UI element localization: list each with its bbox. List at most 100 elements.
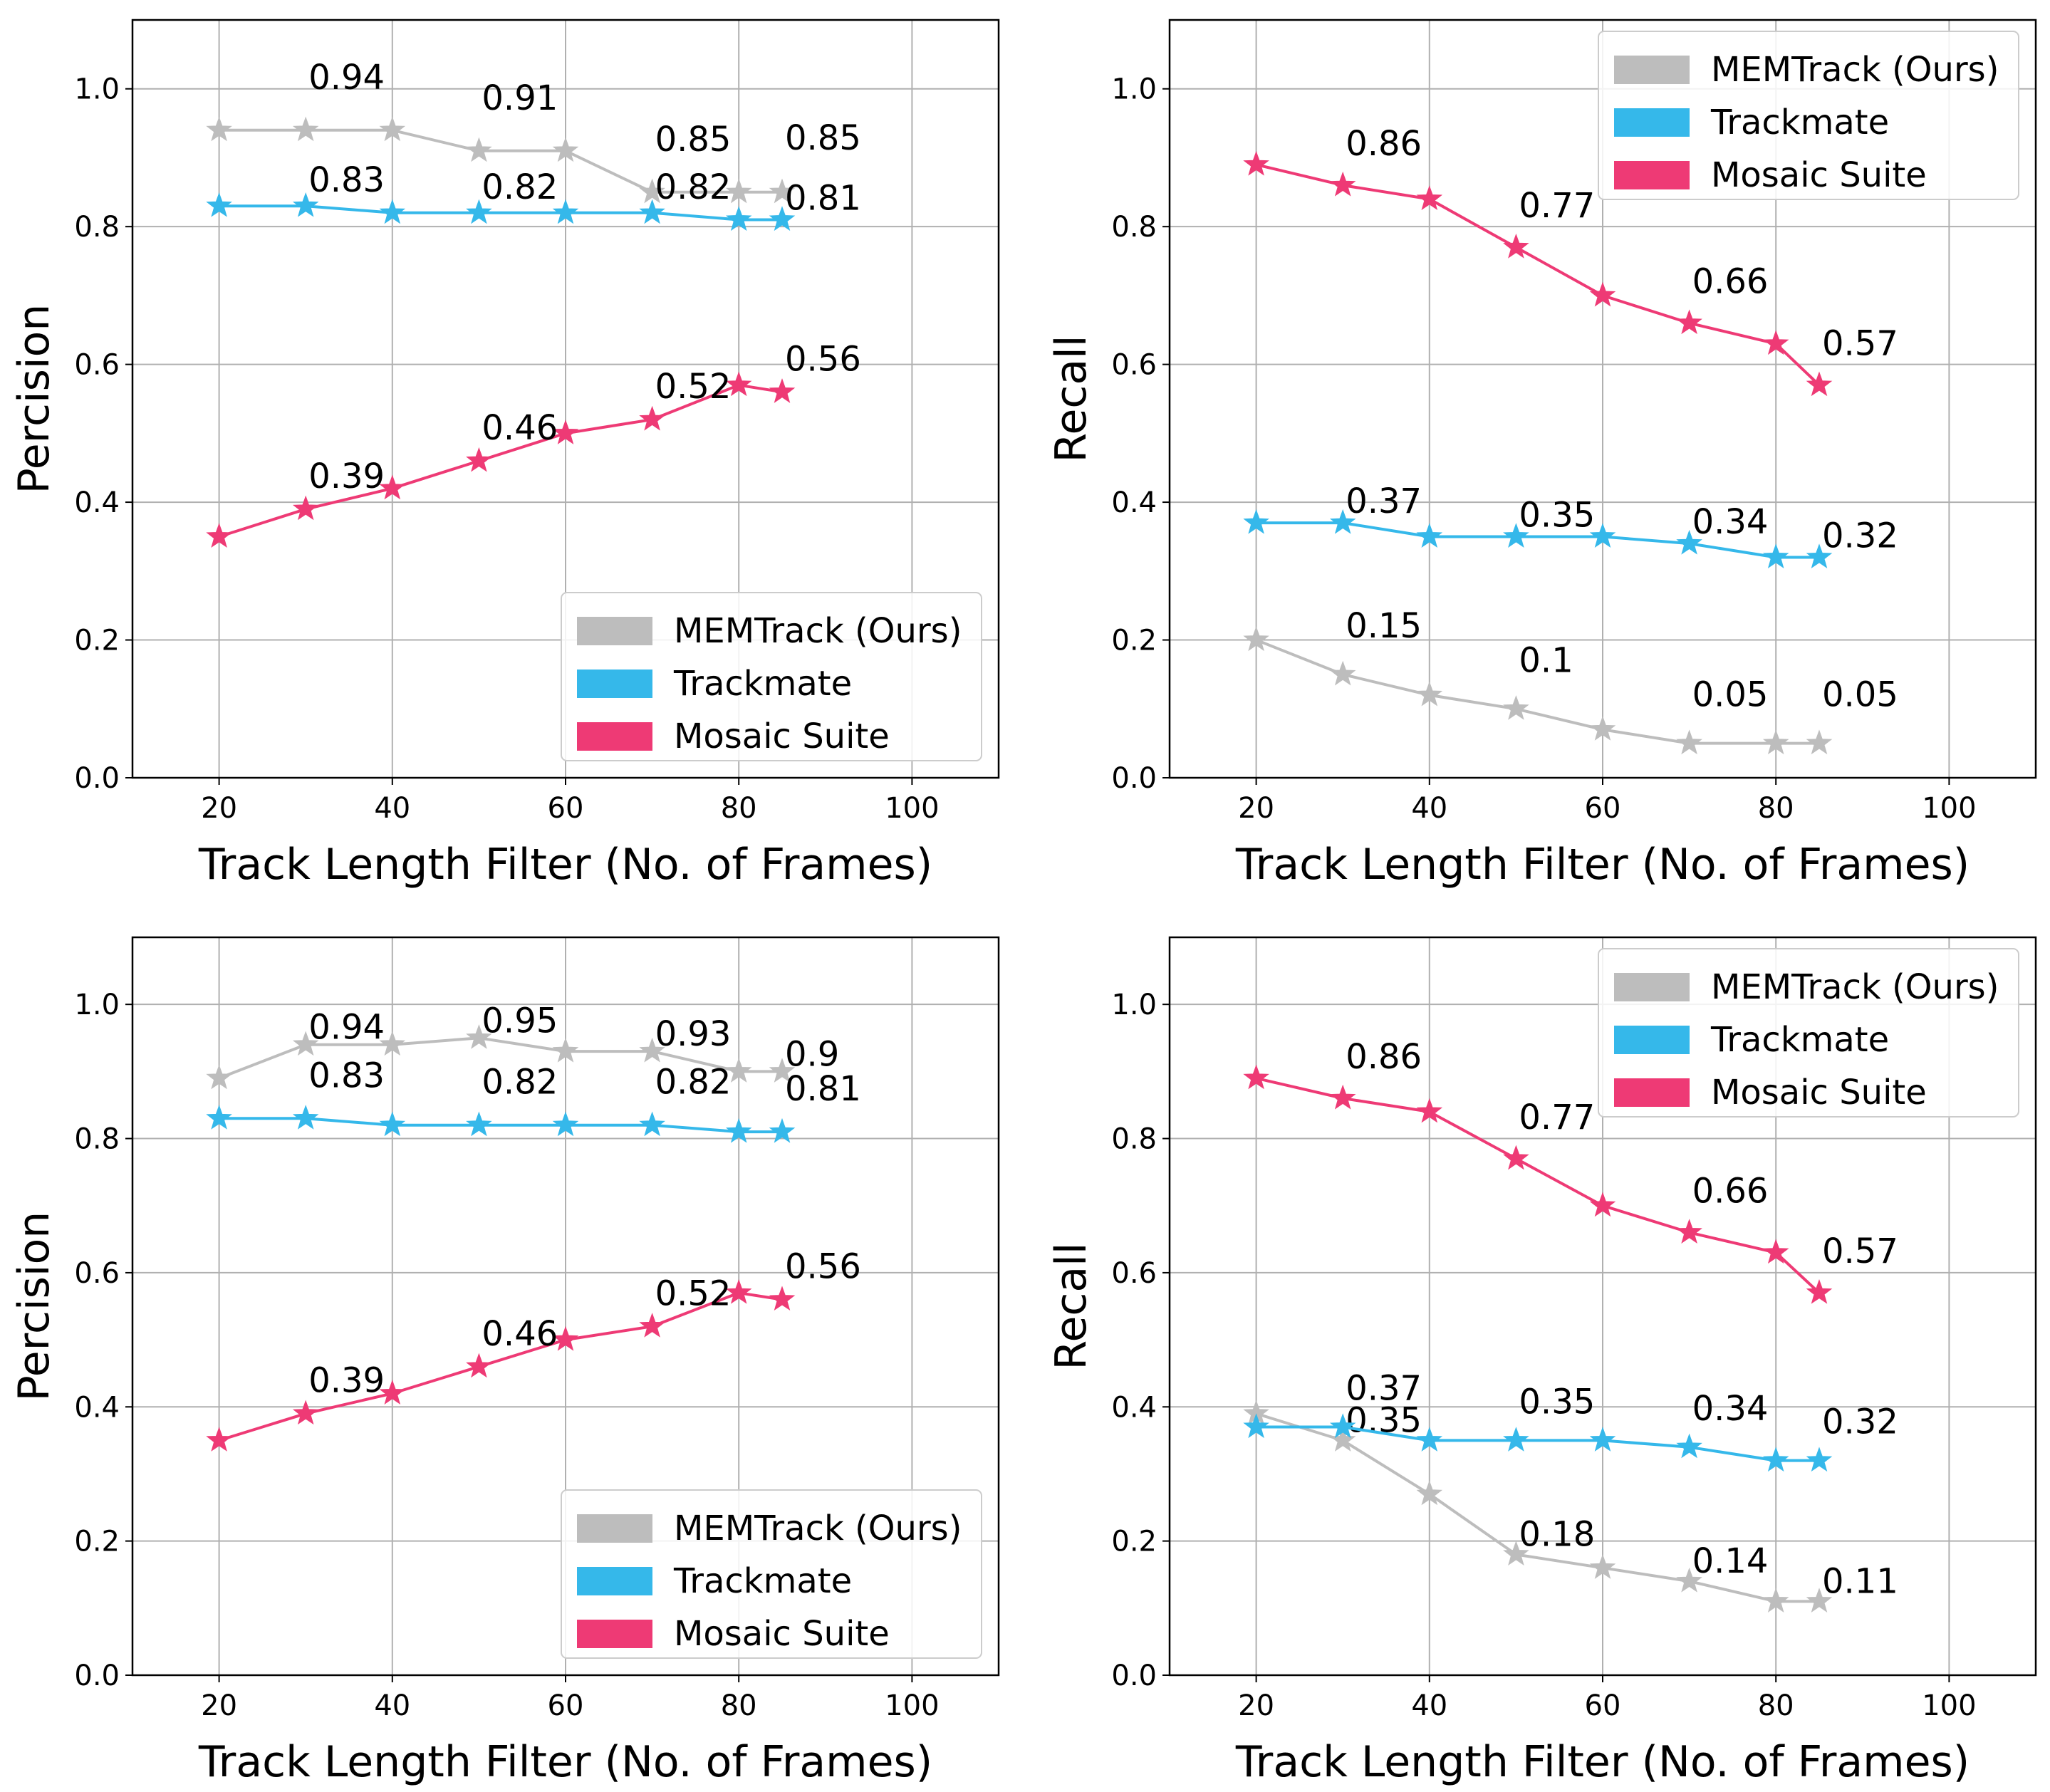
data-point-star bbox=[1676, 1433, 1702, 1459]
series-mosaic: 0.86 0.77 0.66 0.57 bbox=[1243, 124, 1898, 397]
data-label: 0.05 bbox=[1822, 675, 1898, 715]
data-point-star bbox=[292, 116, 319, 142]
data-label: 0.56 bbox=[785, 339, 861, 379]
data-label: 0.85 bbox=[655, 120, 732, 160]
data-label: 0.46 bbox=[482, 408, 558, 448]
legend-label: MEMTrack (Ours) bbox=[674, 611, 962, 651]
legend-swatch-trackmate bbox=[577, 670, 652, 698]
x-tick-label: 40 bbox=[374, 1689, 410, 1722]
legend-swatch-trackmate bbox=[1614, 1026, 1690, 1054]
series-line bbox=[1256, 1425, 1819, 1462]
legend-label: MEMTrack (Ours) bbox=[674, 1509, 962, 1548]
y-tick-label: 0.8 bbox=[74, 1123, 120, 1156]
data-label: 0.37 bbox=[1346, 481, 1422, 521]
x-tick-label: 40 bbox=[1411, 1689, 1447, 1722]
chart-4: 0.35 0.18 0.14 0.11 0.37 0.35 0.34 0.32 0.86 0.77… bbox=[1046, 936, 2037, 1787]
y-tick-label: 0.0 bbox=[1111, 1660, 1157, 1692]
data-label: 0.11 bbox=[1822, 1561, 1898, 1601]
data-point-star bbox=[1676, 1567, 1702, 1593]
y-tick-label: 1.0 bbox=[1111, 73, 1157, 106]
data-label: 0.14 bbox=[1692, 1541, 1769, 1581]
series-line bbox=[218, 383, 783, 538]
data-point-star bbox=[206, 1427, 232, 1452]
data-point-star bbox=[725, 178, 752, 204]
legend: MEMTrack (Ours) Trackmate Mosaic Suite bbox=[561, 1489, 982, 1659]
data-label: 0.83 bbox=[308, 1056, 385, 1095]
x-tick-label: 40 bbox=[374, 792, 410, 825]
x-tick-label: 60 bbox=[1585, 1689, 1621, 1722]
series-line bbox=[219, 1117, 782, 1134]
series-line bbox=[1256, 521, 1819, 559]
y-tick-label: 0.0 bbox=[74, 762, 120, 795]
series-line bbox=[219, 204, 782, 222]
data-label: 0.82 bbox=[655, 1063, 732, 1103]
series-mosaic: 0.86 0.77 0.66 0.57 bbox=[1243, 1037, 1898, 1304]
x-tick-label: 20 bbox=[1238, 1689, 1274, 1722]
data-point-star bbox=[1503, 695, 1529, 720]
series-line bbox=[1256, 1076, 1821, 1294]
data-label: 0.18 bbox=[1519, 1514, 1595, 1554]
y-tick-label: 0.6 bbox=[1111, 349, 1157, 382]
x-tick-label: 100 bbox=[1922, 1689, 1976, 1722]
data-point-star bbox=[1243, 1413, 1269, 1439]
series-trackmate: 0.83 0.82 0.82 0.81 bbox=[206, 1056, 861, 1143]
x-tick-label: 80 bbox=[1758, 1689, 1794, 1722]
legend-label: Mosaic Suite bbox=[674, 1614, 890, 1654]
y-tick-label: 0.8 bbox=[1111, 1123, 1157, 1156]
legend-box bbox=[561, 592, 982, 761]
data-point-star bbox=[1806, 729, 1833, 755]
legend-label: Mosaic Suite bbox=[1711, 1073, 1927, 1113]
data-point-star bbox=[1243, 150, 1269, 176]
legend-swatch-memtrack bbox=[1614, 973, 1690, 1001]
series-line bbox=[1256, 1412, 1819, 1603]
data-point-star bbox=[206, 523, 232, 548]
y-axis-label: Recall bbox=[1046, 1242, 1096, 1370]
data-point-star bbox=[1589, 1554, 1616, 1579]
y-tick-label: 1.0 bbox=[74, 73, 120, 106]
legend-swatch-mosaic bbox=[1614, 1078, 1690, 1107]
data-point-star bbox=[725, 1279, 752, 1304]
y-tick-label: 1.0 bbox=[74, 989, 120, 1021]
data-label: 0.86 bbox=[1346, 124, 1422, 164]
y-tick-label: 0.4 bbox=[74, 1391, 120, 1424]
series-mosaic: 0.39 0.46 0.52 0.56 bbox=[206, 1247, 861, 1452]
data-point-star bbox=[1589, 523, 1616, 548]
data-point-star bbox=[769, 1286, 796, 1311]
x-axis-label: Track Length Filter (No. of Frames) bbox=[1235, 840, 1970, 890]
legend-label: Trackmate bbox=[1710, 1020, 1889, 1060]
data-point-star bbox=[1589, 716, 1616, 741]
data-point-star bbox=[292, 192, 319, 217]
legend-swatch-trackmate bbox=[1614, 108, 1690, 137]
data-label: 0.37 bbox=[1346, 1369, 1422, 1409]
x-tick-label: 100 bbox=[885, 792, 939, 825]
data-point-star bbox=[725, 371, 752, 397]
legend-swatch-mosaic bbox=[1614, 161, 1690, 189]
data-label: 0.57 bbox=[1822, 324, 1898, 364]
x-tick-label: 60 bbox=[548, 1689, 584, 1722]
data-point-star bbox=[466, 1024, 492, 1049]
data-point-star bbox=[1503, 234, 1529, 259]
legend-label: Mosaic Suite bbox=[674, 717, 890, 756]
legend-swatch-memtrack bbox=[577, 1514, 652, 1543]
data-label: 0.66 bbox=[1692, 1171, 1769, 1211]
legend-box bbox=[1598, 31, 2019, 200]
y-axis-label: Percision bbox=[9, 304, 59, 494]
series-mosaic: 0.39 0.46 0.52 0.56 bbox=[206, 339, 861, 548]
data-label: 0.83 bbox=[308, 160, 385, 200]
data-point-star bbox=[466, 1353, 492, 1378]
data-label: 0.91 bbox=[482, 78, 558, 118]
x-tick-label: 80 bbox=[721, 792, 757, 825]
data-point-star bbox=[639, 199, 665, 224]
data-label: 0.52 bbox=[655, 1273, 732, 1313]
x-tick-label: 100 bbox=[1922, 792, 1976, 825]
data-point-star bbox=[1329, 171, 1356, 197]
x-tick-label: 20 bbox=[1238, 792, 1274, 825]
data-label: 0.34 bbox=[1692, 502, 1769, 542]
series-memtrack: 0.94 0.95 0.93 0.9 bbox=[206, 1001, 839, 1090]
y-tick-label: 0.2 bbox=[1111, 1526, 1157, 1558]
x-axis-label: Track Length Filter (No. of Frames) bbox=[198, 1737, 932, 1787]
data-point-star bbox=[292, 495, 319, 521]
y-tick-label: 0.6 bbox=[74, 1257, 120, 1290]
data-point-star bbox=[466, 447, 492, 472]
